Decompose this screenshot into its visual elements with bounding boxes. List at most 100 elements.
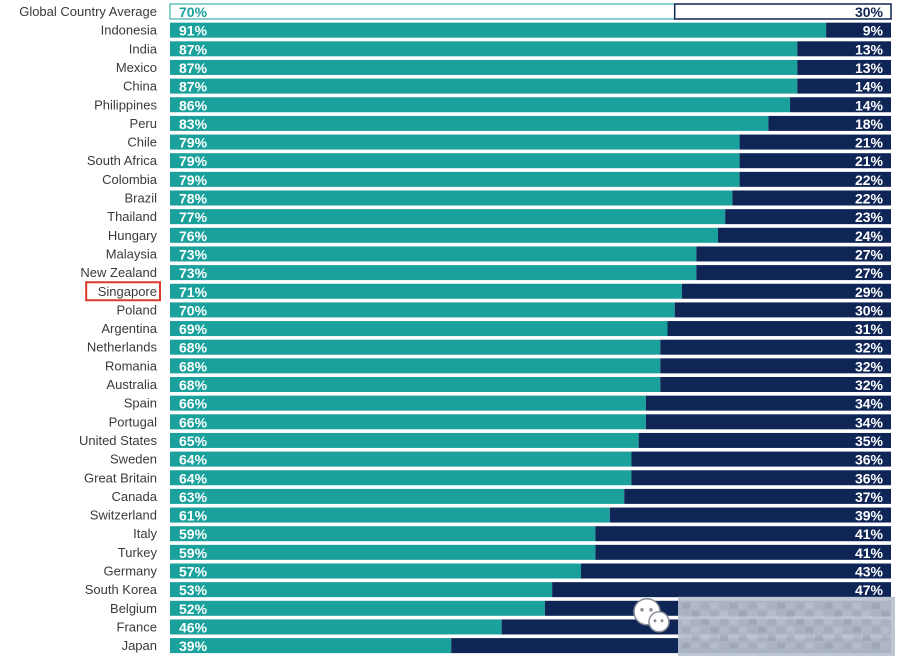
value-label-second: 14% [855,97,884,113]
value-label-second: 32% [855,377,884,393]
watermark-pixel [729,610,738,617]
value-label-first: 70% [179,302,208,318]
bar-segment-second [674,302,891,318]
value-label-second: 30% [855,302,884,318]
watermark-pixel [739,642,747,649]
watermark-pixel [701,634,709,641]
watermark-pixel [720,610,728,617]
row-indonesia: Indonesia 91% 9% [101,22,891,39]
watermark-pixel [691,610,700,617]
bar-segment-second [739,134,891,150]
value-label-second: 41% [855,526,884,542]
row-new-zealand: New Zealand 73% 27% [80,265,891,281]
watermark-pixel [805,626,814,633]
watermark-pixel [796,626,804,633]
category-label: Portugal [109,414,158,429]
category-label: Canada [111,489,157,504]
category-label: South Africa [87,153,158,168]
watermark-pixel [758,610,766,617]
bar-segment-first [170,377,661,392]
bar-segment-first [170,134,740,150]
value-label-second: 27% [855,265,884,281]
bar-segment-second [645,414,891,430]
value-label-second: 47% [855,582,884,598]
watermark-pixel [710,626,719,633]
value-label-first: 87% [179,79,208,95]
watermark-pixel [834,634,842,641]
category-label: Sweden [110,452,157,467]
bar-segment-first [170,414,646,430]
value-label-second: 39% [855,508,884,524]
watermark-pixel [748,626,757,633]
bar-segment-first [170,153,740,169]
watermark-pixel [777,634,785,641]
watermark-pixel [862,642,871,649]
watermark-pixel [710,618,719,625]
category-label: United States [79,433,158,448]
watermark-pixel [710,602,719,609]
watermark-pixel [691,618,700,625]
value-label-first: 91% [179,23,208,39]
value-label-first: 78% [179,191,208,207]
value-label-second: 13% [855,60,884,76]
bar-segment-second [768,115,891,131]
bar-segment-first [170,451,632,467]
value-label-first: 79% [179,135,208,151]
bar-segment-first [170,115,769,131]
bar-segment-second [717,227,891,243]
watermark-pixel [748,634,757,641]
row-peru: Peru 83% 18% [130,116,891,132]
bar-segment-second [552,582,891,598]
bar-segment-second [732,190,891,206]
value-label-first: 61% [179,508,208,524]
bar-segment-second [739,153,891,169]
value-label-second: 34% [855,396,884,412]
value-label-first: 69% [179,321,208,337]
watermark-pixel [786,618,795,625]
watermark-pixel [796,602,804,609]
row-thailand: Thailand 77% 23% [107,209,891,225]
watermark-pixel [720,602,728,609]
watermark-pixel [824,634,833,641]
bar-segment-second [660,377,891,392]
category-label: Romania [105,358,158,373]
watermark-pixel [805,642,814,649]
bar-segment-second [645,395,891,411]
watermark-pixel [701,618,709,625]
watermark-pixel [739,634,747,641]
watermark-pixel [881,602,890,609]
bar-segment-first [169,3,676,20]
bar-segment-second [790,97,891,113]
row-united-states: United States 65% 35% [79,432,891,449]
watermark-pixel [682,610,690,617]
watermark-pixel [701,642,709,649]
value-label-second: 14% [855,79,884,95]
value-label-second: 18% [855,116,884,132]
watermark-pixel [843,626,852,633]
bar-segment-first [170,339,661,355]
watermark-pixel [720,642,728,649]
row-netherlands: Netherlands 68% 32% [87,339,891,356]
value-label-first: 59% [179,545,208,561]
watermark-pixel [862,602,871,609]
category-label: Switzerland [90,508,157,523]
watermark-pixel [729,618,738,625]
watermark-pixel [739,626,747,633]
category-label: Argentina [101,321,157,336]
row-south-korea: South Korea 53% 47% [85,582,891,598]
bar-segment-first [170,563,581,579]
bar-segment-first [170,41,798,57]
category-label: Poland [117,302,157,317]
bar-segment-first [170,302,675,318]
watermark-pixel [777,618,785,625]
watermark-pixel [862,610,871,617]
category-label: South Korea [85,582,158,597]
value-label-second: 22% [855,191,884,207]
watermark-pixel [824,610,833,617]
bar-segment-second [609,507,891,523]
watermark-pixel [767,618,776,625]
value-label-first: 39% [179,638,208,654]
bar-segment-first [170,283,682,299]
value-label-first: 79% [179,172,208,188]
watermark-pixel [815,642,823,649]
